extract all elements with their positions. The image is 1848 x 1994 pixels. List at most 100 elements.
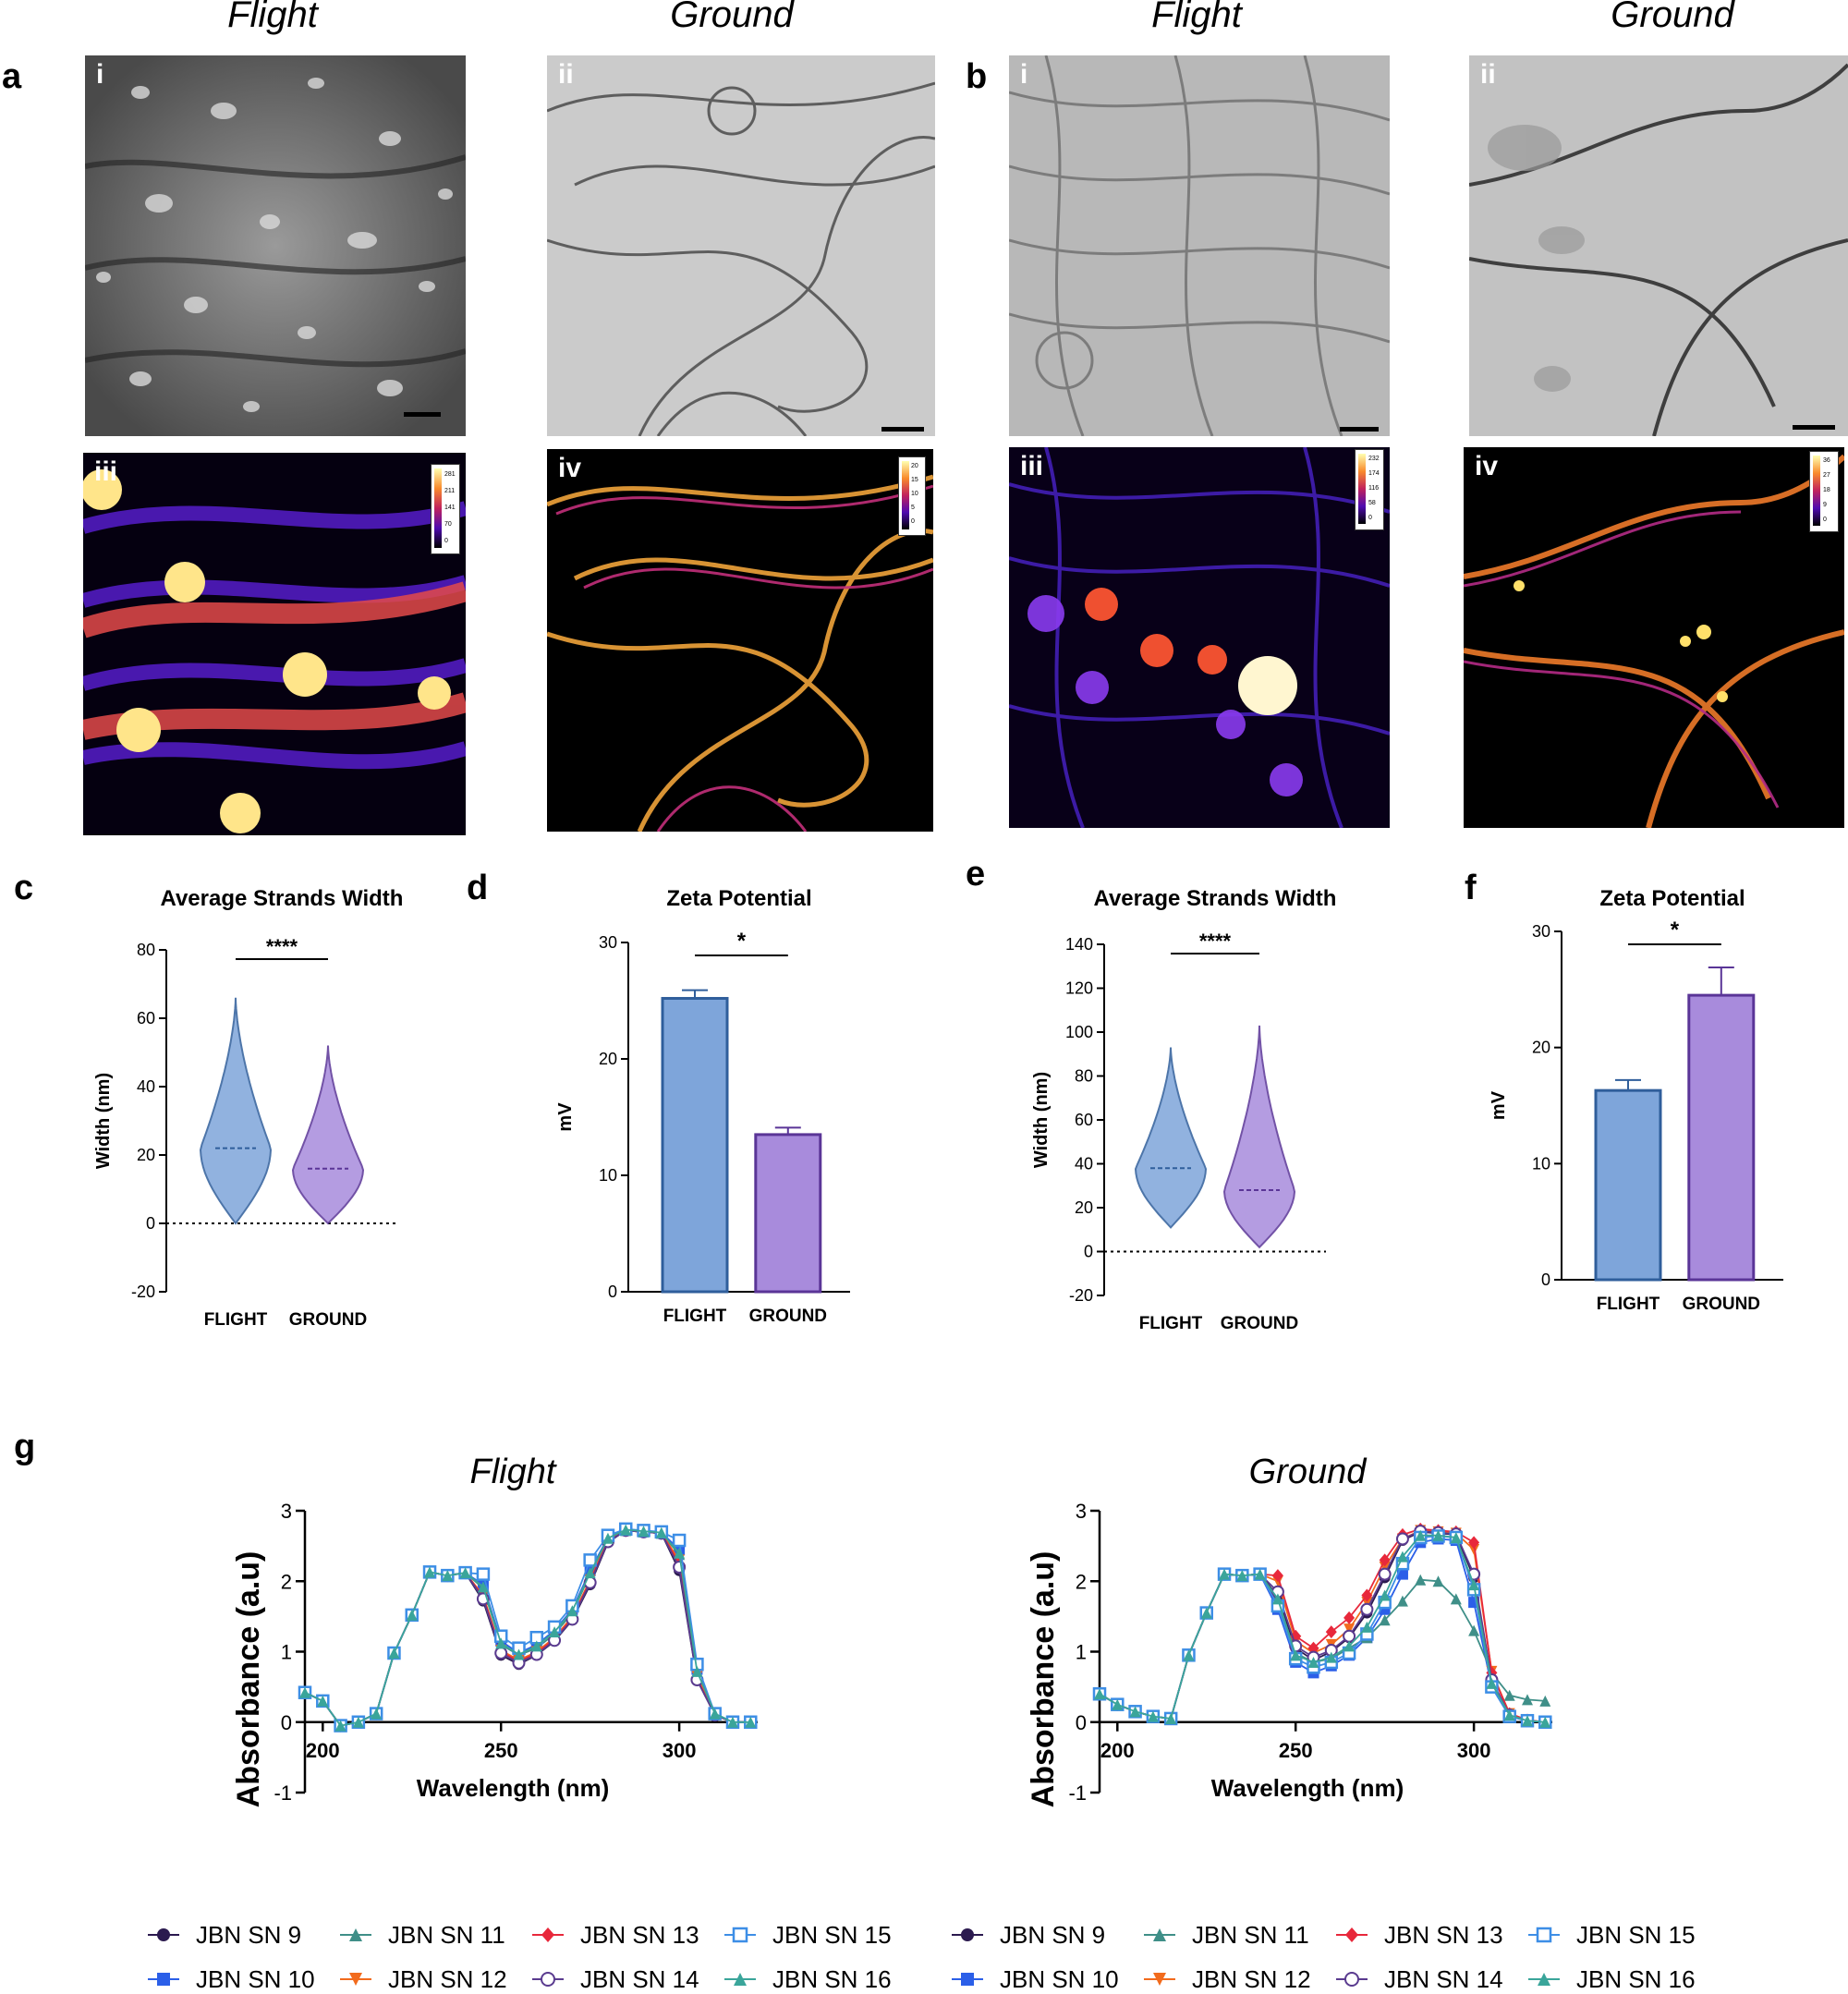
data-point [674,1547,686,1559]
y-tick-label: 0 [1084,1243,1093,1261]
data-point [1432,1529,1444,1541]
heatmap-texture [1464,447,1844,828]
colorbar: 281 211 141 70 0 [431,464,460,554]
data-point [1343,1629,1356,1643]
y-tick-label: -20 [1069,1286,1093,1305]
y-tick-label: 60 [137,1009,155,1027]
data-point [1271,1569,1283,1583]
x-category-label: GROUND [1221,1314,1298,1333]
y-axis-label: mV [555,1102,576,1132]
legend-label: JBN SN 13 [580,1921,699,1949]
data-point [1343,1623,1356,1635]
data-point [620,1524,632,1536]
chart-c-violin: Average Strands Width -20 0 20 40 60 80 Width (… [93,886,403,1330]
colorbar-tick: 0 [1823,517,1827,523]
sublabel-b-ii: ii [1480,59,1496,90]
x-axis-label: Wavelength (nm) [417,1774,609,1802]
data-point [1200,1607,1212,1619]
tem-image-a-ii: ii [547,55,935,436]
panel-label-b: b [966,57,988,96]
data-point [1468,1579,1480,1591]
heatmap-image-a-iv: iv 20 15 10 5 0 [547,449,933,832]
data-point [1521,1694,1533,1706]
y-tick-label: 30 [599,933,617,952]
legend-label: JBN SN 10 [196,1965,315,1993]
data-point [495,1637,507,1649]
data-point [1183,1649,1195,1661]
sublabel-b-iv: iv [1475,451,1499,481]
data-point [1290,1649,1302,1661]
data-point [1415,1529,1427,1541]
data-point [566,1605,578,1617]
x-category-label: GROUND [1683,1295,1760,1314]
data-point [1307,1641,1319,1655]
chart-e-violin: Average Strands Width -20 0 20 40 60 80 100 120 1… [1031,886,1337,1333]
y-axis-label: Width (nm) [93,1073,114,1169]
violin-shape [1222,1025,1296,1249]
y-axis-label: Width (nm) [1031,1072,1052,1168]
tem-texture [547,55,935,436]
data-point [1254,1568,1266,1580]
legend-marker [1536,1927,1552,1943]
y-tick-label: 20 [137,1146,155,1164]
legend-marker [349,1928,362,1941]
legend-label: JBN SN 15 [772,1921,892,1949]
data-point [1219,1568,1231,1580]
y-tick-label: 20 [1075,1198,1093,1217]
chart-f-bar: Zeta Potential 0 10 20 30 mV FLIGHT GROUND * [1489,886,1783,1314]
data-point [442,1570,454,1582]
y-tick-label: 0 [146,1214,155,1233]
y-tick-label: 3 [1076,1500,1087,1523]
series-group [298,1522,758,1733]
data-point [1307,1656,1319,1668]
data-point [1539,1716,1551,1728]
legend-marker [349,1973,362,1986]
legend-label: JBN SN 12 [1192,1965,1311,1993]
colorbar: 20 15 10 5 0 [898,456,926,536]
tem-image-b-i: i [1009,55,1390,436]
colorbar-tick: 0 [911,518,915,525]
legend-marker [541,1972,555,1987]
panel-label-c: c [14,869,34,907]
chart-title: Average Strands Width [1094,886,1337,911]
colorbar-tick: 10 [911,491,918,497]
colorbar-tick: 281 [444,471,456,478]
data-point [1468,1536,1480,1550]
legend-marker [1344,1972,1359,1987]
series-group [299,1524,757,1733]
header-b-flight: Flight [1151,0,1242,35]
x-tick-label: 250 [1279,1739,1313,1762]
y-tick-label: 30 [1532,922,1550,941]
chart-title: Zeta Potential [666,886,811,911]
data-point [1503,1689,1515,1701]
scale-bar [881,427,924,432]
legend-marker [734,1973,747,1986]
tem-image-b-ii: ii [1469,55,1848,436]
sublabel-a-ii: ii [558,59,574,90]
legend-label: JBN SN 10 [1000,1965,1119,1993]
legend-label: JBN SN 15 [1576,1921,1696,1949]
heatmap-texture [547,449,933,832]
data-point [1360,1602,1374,1616]
y-tick-label: 2 [1076,1570,1087,1593]
sublabel-b-iii: iii [1020,451,1044,481]
scale-bar [404,412,441,417]
y-tick-label: 40 [1075,1155,1093,1173]
y-tick-label: 10 [1532,1154,1550,1173]
data-point [299,1686,310,1698]
colorbar-tick: 116 [1368,485,1380,492]
y-tick-label: 1 [281,1641,292,1664]
legend-marker [732,1927,748,1943]
legend-label: JBN SN 9 [1000,1921,1105,1949]
tem-texture [85,55,466,436]
series-group [299,1524,757,1732]
data-point [1468,1624,1480,1636]
panel-label-g: g [14,1428,36,1466]
bar [661,996,729,1294]
y-axis-label: Absorbance (a.u) [231,1551,266,1808]
x-tick-label: 250 [484,1739,518,1762]
x-category-label: FLIGHT [1139,1314,1203,1333]
legend-marker [1153,1973,1166,1986]
legend-label: JBN SN 14 [580,1965,699,1993]
colorbar: 232 174 116 58 0 [1355,449,1384,530]
